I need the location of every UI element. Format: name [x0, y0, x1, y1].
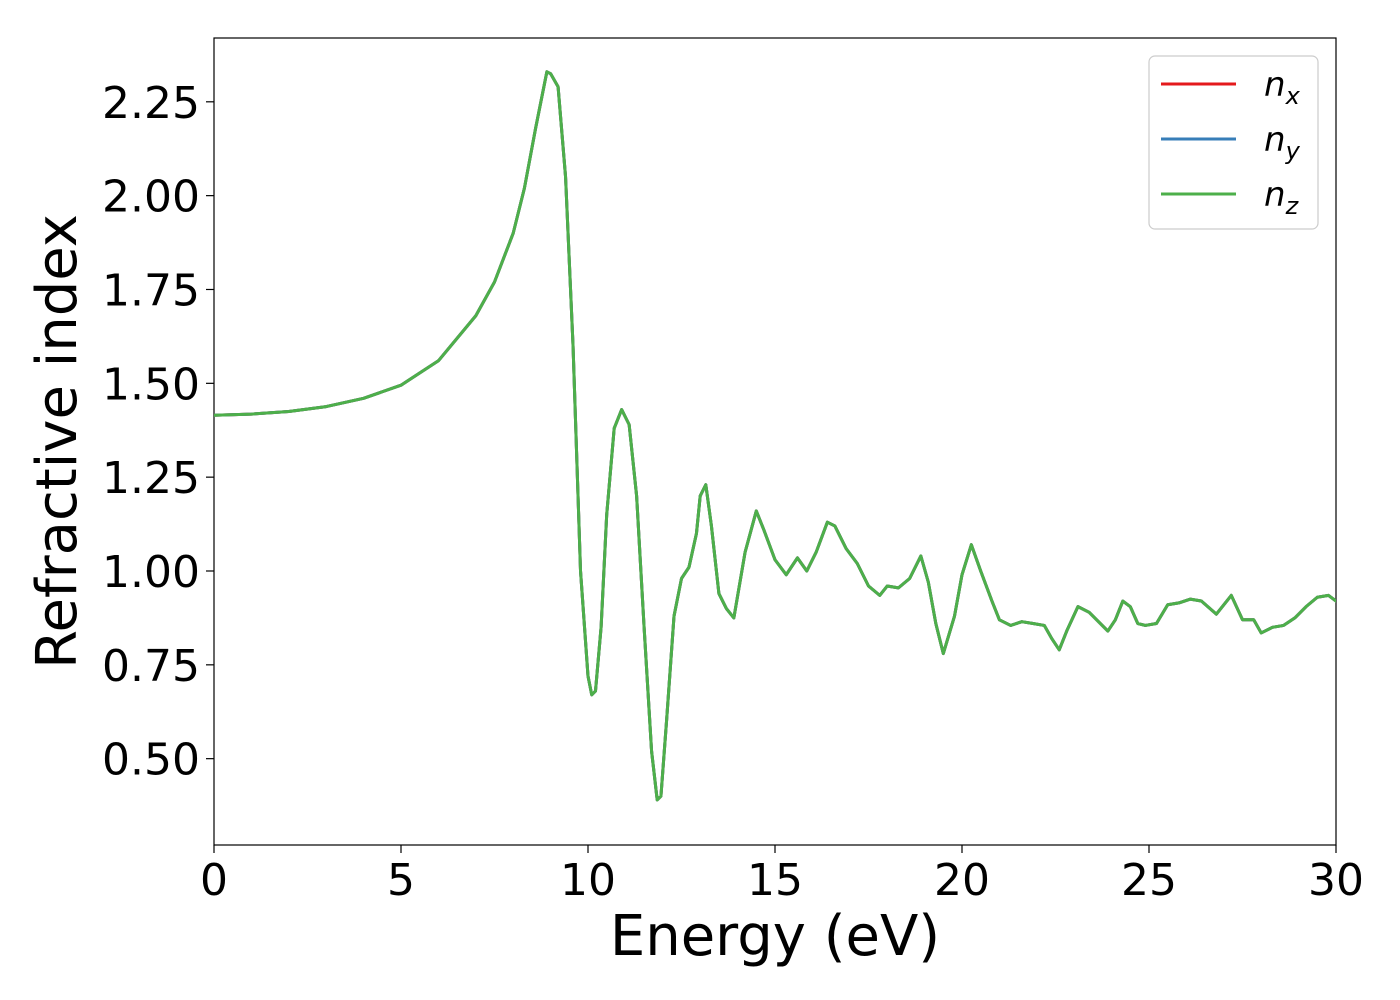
y-tick-label: 1.25 — [102, 453, 200, 504]
y-tick-label: 1.50 — [102, 359, 200, 410]
y-tick-label: 2.25 — [102, 78, 200, 129]
legend-label: ny — [1264, 120, 1301, 165]
x-tick-label: 20 — [934, 855, 990, 906]
x-tick-label: 0 — [200, 855, 228, 906]
x-tick-label: 10 — [560, 855, 616, 906]
x-tick-label: 25 — [1121, 855, 1177, 906]
series-line-nz — [214, 70, 1336, 802]
legend-label: nx — [1264, 65, 1301, 110]
x-tick-label: 5 — [387, 855, 415, 906]
x-axis-title: Energy (eV) — [610, 904, 940, 969]
y-axis-ticks: 0.50 0.75 1.00 1.25 1.50 1.75 2.00 2.25 — [102, 78, 214, 786]
x-axis-ticks: 0 5 10 15 20 25 30 — [200, 845, 1364, 906]
y-tick-label: 1.75 — [102, 265, 200, 316]
y-axis-title: Refractive index — [25, 214, 90, 669]
y-tick-label: 0.75 — [102, 641, 200, 692]
legend: nx ny nz — [1148, 55, 1319, 230]
legend-box — [1148, 55, 1319, 230]
legend-entry-ny: ny — [1161, 120, 1301, 165]
series-layer — [214, 70, 1336, 802]
legend-label: nz — [1264, 175, 1300, 220]
y-tick-label: 2.00 — [102, 172, 200, 223]
legend-entry-nz: nz — [1161, 175, 1300, 220]
y-tick-label: 1.00 — [102, 547, 200, 598]
x-tick-label: 30 — [1308, 855, 1364, 906]
y-tick-label: 0.50 — [102, 735, 200, 786]
x-tick-label: 15 — [747, 855, 803, 906]
legend-entry-nx: nx — [1161, 65, 1301, 110]
